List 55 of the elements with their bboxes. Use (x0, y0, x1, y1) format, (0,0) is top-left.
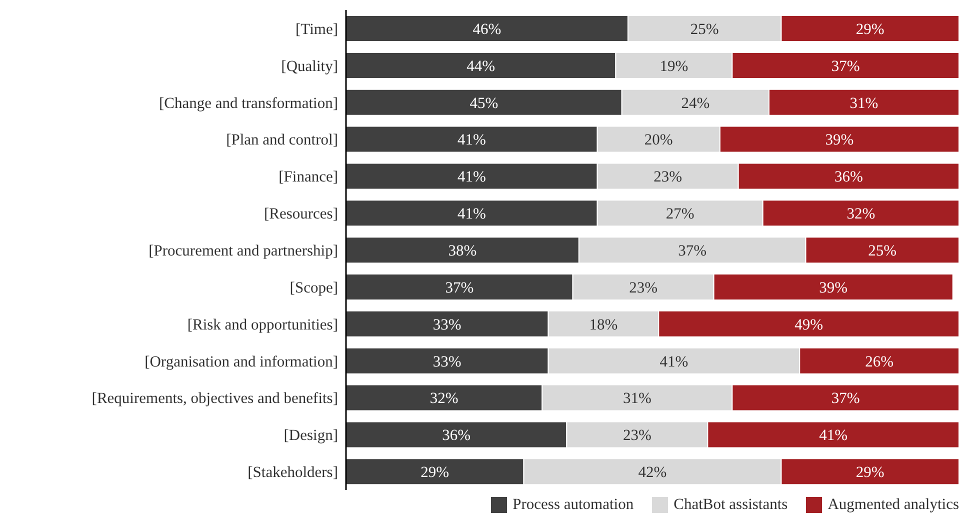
data-label: 25% (690, 20, 719, 38)
data-label: 25% (868, 242, 897, 260)
y-tick-label: [Design] (284, 427, 338, 444)
data-label: 45% (470, 94, 498, 112)
data-label: 29% (856, 464, 884, 482)
data-label: 49% (794, 316, 824, 334)
data-label: 27% (666, 206, 694, 223)
data-label: 46% (472, 20, 502, 38)
data-label: 32% (430, 390, 458, 408)
y-tick-label: [Plan and control] (226, 132, 338, 149)
data-label: 31% (622, 390, 652, 408)
data-label: 42% (638, 464, 667, 482)
data-label: 38% (448, 242, 477, 260)
data-label: 37% (831, 390, 860, 408)
data-label: 41% (457, 168, 486, 186)
data-label: 23% (654, 168, 682, 186)
y-tick-label: [Finance] (278, 168, 338, 186)
data-label: 29% (856, 20, 884, 38)
data-label: 23% (629, 279, 658, 296)
data-label: 37% (678, 242, 707, 260)
data-label: 24% (681, 94, 710, 112)
data-label: 39% (825, 132, 854, 149)
y-tick-label: [Time] (296, 20, 338, 38)
data-label: 33% (432, 316, 462, 334)
data-label: 31% (850, 94, 878, 112)
data-label: 19% (660, 58, 688, 75)
data-label: 20% (644, 132, 673, 149)
data-label: 18% (589, 316, 618, 334)
data-label: 41% (457, 132, 486, 149)
data-label: 39% (819, 279, 848, 296)
y-tick-label: [Quality] (281, 58, 338, 75)
data-label: 37% (831, 58, 860, 75)
legend-label: Augmented analytics (826, 496, 959, 514)
data-label: 32% (846, 206, 876, 223)
data-label: 37% (445, 279, 474, 296)
data-label: 23% (622, 427, 652, 444)
y-tick-label: [Change and transformation] (158, 94, 338, 112)
data-label: 33% (432, 353, 462, 370)
data-label: 36% (442, 427, 471, 444)
data-label: 41% (819, 427, 848, 444)
y-tick-label: [Procurement and partnership] (148, 242, 338, 260)
data-label: 36% (834, 168, 863, 186)
y-tick-label: [Stakeholders] (248, 464, 338, 482)
legend-label: Process automation (512, 496, 634, 514)
y-tick-label: [Resources] (264, 206, 338, 223)
data-label: 41% (660, 353, 688, 370)
data-label: 29% (420, 464, 450, 482)
legend-label: ChatBot assistants (672, 496, 788, 514)
data-label: 26% (865, 353, 894, 370)
data-label: 44% (466, 58, 496, 75)
y-tick-label: [Risk and opportunities] (187, 316, 338, 334)
data-label: 41% (457, 206, 486, 223)
y-tick-label: [Organisation and information] (144, 353, 338, 370)
y-tick-label: [Requirements, objectives and benefits] (92, 390, 338, 408)
y-tick-label: [Scope] (290, 279, 338, 296)
